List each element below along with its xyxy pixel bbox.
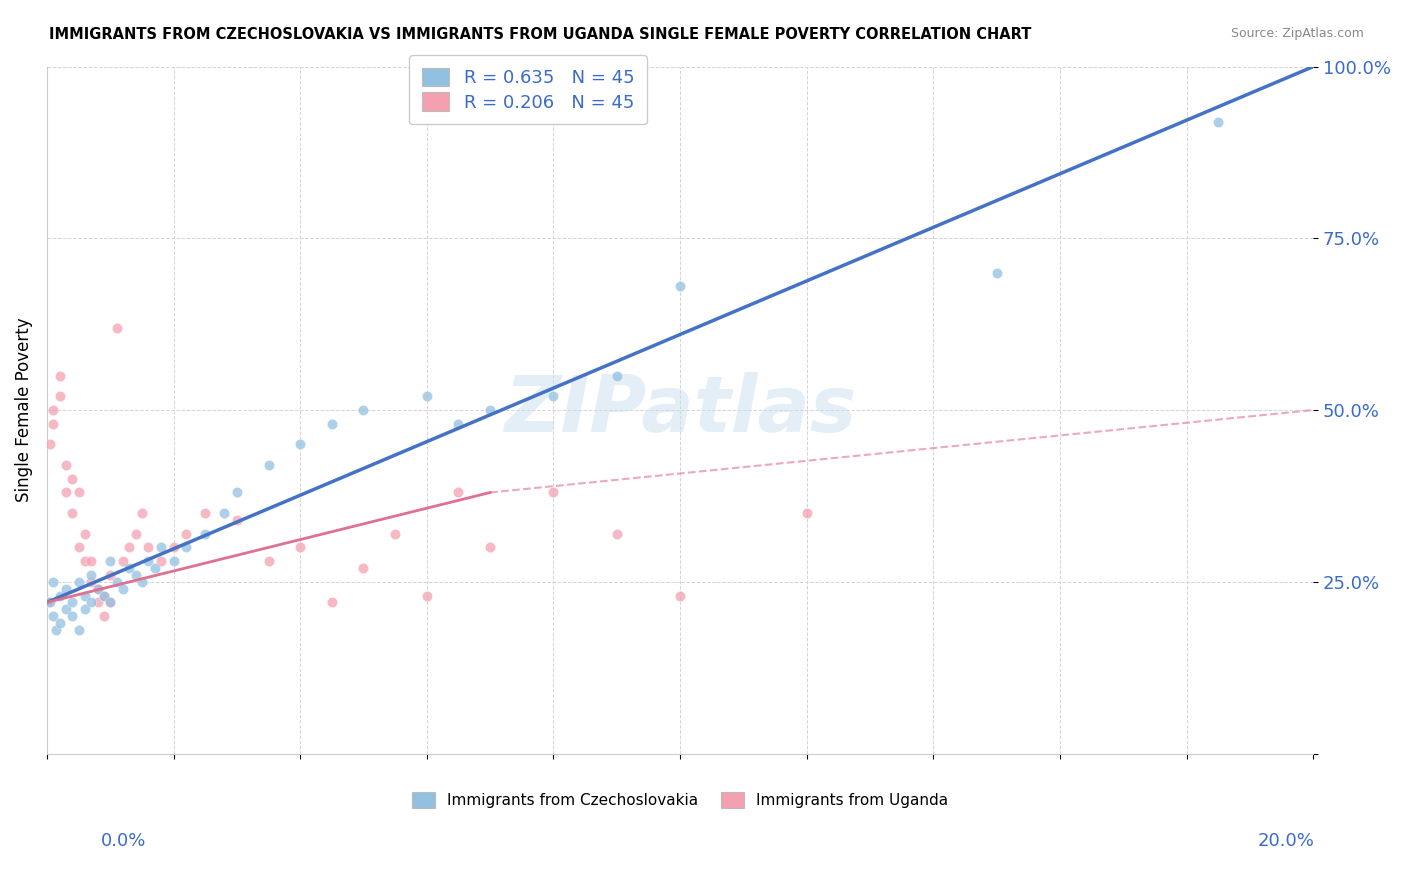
Point: [73, 526, 96, 541]
Point: [136, 541, 159, 555]
Point: [55, 485, 77, 500]
Point: [353, 561, 375, 575]
Point: [73, 554, 96, 568]
Point: [225, 485, 247, 500]
Point: [73, 602, 96, 616]
Point: [986, 266, 1008, 280]
Point: [162, 554, 184, 568]
Point: [124, 526, 146, 541]
Point: [42, 403, 65, 417]
Point: [149, 554, 172, 568]
Point: [67, 623, 90, 637]
Point: [669, 589, 692, 603]
Text: ZIPatlas: ZIPatlas: [503, 372, 856, 448]
Point: [796, 506, 818, 520]
Point: [543, 485, 565, 500]
Point: [48, 589, 70, 603]
Point: [80, 554, 103, 568]
Point: [1206, 114, 1229, 128]
Y-axis label: Single Female Poverty: Single Female Poverty: [15, 318, 32, 502]
Point: [105, 574, 128, 589]
Point: [149, 541, 172, 555]
Point: [105, 320, 128, 334]
Point: [60, 609, 83, 624]
Point: [67, 541, 90, 555]
Point: [55, 458, 77, 472]
Point: [93, 589, 115, 603]
Point: [606, 526, 628, 541]
Point: [288, 541, 311, 555]
Point: [111, 582, 134, 596]
Point: [212, 506, 235, 520]
Point: [98, 595, 121, 609]
Point: [80, 574, 103, 589]
Point: [55, 602, 77, 616]
Text: IMMIGRANTS FROM CZECHOSLOVAKIA VS IMMIGRANTS FROM UGANDA SINGLE FEMALE POVERTY C: IMMIGRANTS FROM CZECHOSLOVAKIA VS IMMIGR…: [49, 27, 1032, 42]
Point: [42, 609, 65, 624]
Point: [86, 582, 108, 596]
Point: [194, 506, 217, 520]
Point: [194, 526, 217, 541]
Point: [321, 417, 343, 431]
Point: [118, 561, 141, 575]
Point: [67, 574, 90, 589]
Point: [45, 623, 67, 637]
Point: [42, 417, 65, 431]
Point: [48, 389, 70, 403]
Point: [131, 574, 153, 589]
Point: [257, 458, 280, 472]
Point: [257, 554, 280, 568]
Point: [162, 541, 184, 555]
Point: [39, 595, 62, 609]
Point: [174, 541, 197, 555]
Point: [86, 595, 108, 609]
Point: [416, 589, 439, 603]
Point: [416, 389, 439, 403]
Point: [225, 513, 247, 527]
Point: [479, 403, 502, 417]
Point: [353, 403, 375, 417]
Point: [42, 574, 65, 589]
Point: [98, 554, 121, 568]
Point: [55, 582, 77, 596]
Point: [73, 589, 96, 603]
Point: [131, 506, 153, 520]
Legend: Immigrants from Czechoslovakia, Immigrants from Uganda: Immigrants from Czechoslovakia, Immigran…: [406, 787, 955, 814]
Point: [80, 568, 103, 582]
Point: [174, 526, 197, 541]
Text: Source: ZipAtlas.com: Source: ZipAtlas.com: [1230, 27, 1364, 40]
Point: [80, 595, 103, 609]
Point: [143, 561, 166, 575]
Point: [98, 595, 121, 609]
Point: [37, 595, 59, 609]
Point: [447, 485, 470, 500]
Point: [48, 368, 70, 383]
Point: [543, 389, 565, 403]
Point: [384, 526, 406, 541]
Point: [93, 589, 115, 603]
Point: [67, 485, 90, 500]
Text: 20.0%: 20.0%: [1258, 831, 1315, 849]
Point: [111, 554, 134, 568]
Point: [39, 437, 62, 451]
Point: [98, 568, 121, 582]
Point: [93, 609, 115, 624]
Point: [288, 437, 311, 451]
Point: [669, 279, 692, 293]
Point: [86, 582, 108, 596]
Point: [321, 595, 343, 609]
Point: [60, 506, 83, 520]
Point: [60, 472, 83, 486]
Point: [136, 554, 159, 568]
Point: [479, 541, 502, 555]
Point: [124, 568, 146, 582]
Point: [606, 368, 628, 383]
Point: [118, 541, 141, 555]
Point: [48, 615, 70, 630]
Point: [447, 417, 470, 431]
Text: 0.0%: 0.0%: [101, 831, 146, 849]
Point: [60, 595, 83, 609]
